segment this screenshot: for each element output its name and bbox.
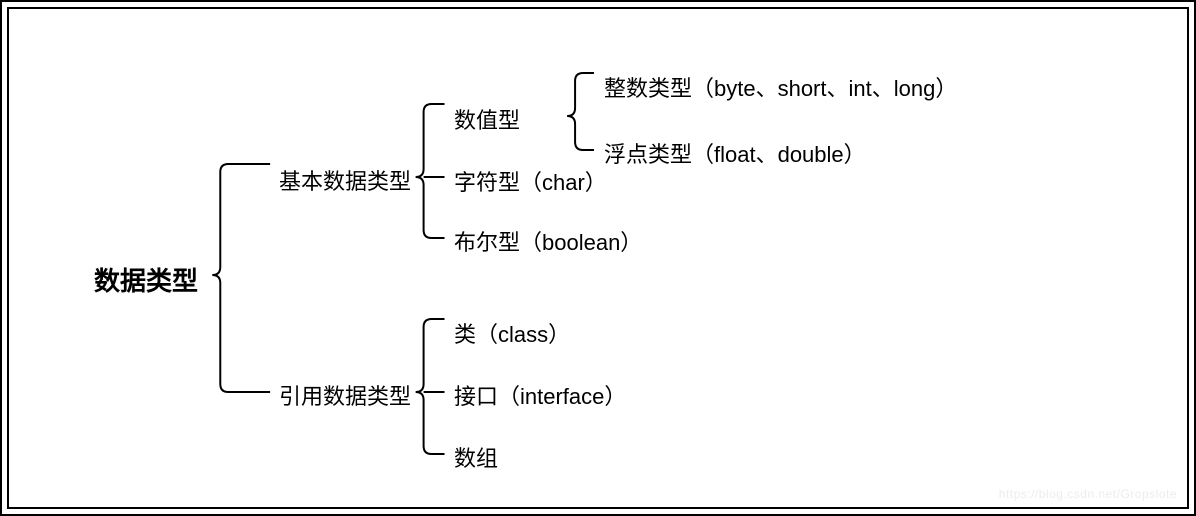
tree-node-interface: 接口（interface） — [454, 379, 626, 411]
watermark-text: https://blog.csdn.net/Gropslote — [999, 487, 1177, 501]
tree-node-class: 类（class） — [454, 317, 570, 349]
tree-node-primitive: 基本数据类型 — [279, 164, 411, 196]
diagram-outer-frame: 数据类型 基本数据类型 引用数据类型 数值型 字符型（char） 布尔型（boo… — [0, 0, 1196, 516]
tree-node-reference: 引用数据类型 — [279, 379, 411, 411]
tree-node-boolean: 布尔型（boolean） — [454, 225, 642, 257]
tree-node-array: 数组 — [454, 441, 498, 473]
diagram-inner-frame: 数据类型 基本数据类型 引用数据类型 数值型 字符型（char） 布尔型（boo… — [7, 7, 1189, 509]
tree-node-char: 字符型（char） — [454, 165, 607, 197]
tree-node-float: 浮点类型（float、double） — [604, 137, 866, 169]
bracket-connectors — [9, 9, 1187, 507]
tree-root: 数据类型 — [94, 261, 198, 298]
tree-node-numeric: 数值型 — [454, 103, 520, 135]
tree-node-integer: 整数类型（byte、short、int、long） — [604, 71, 957, 103]
